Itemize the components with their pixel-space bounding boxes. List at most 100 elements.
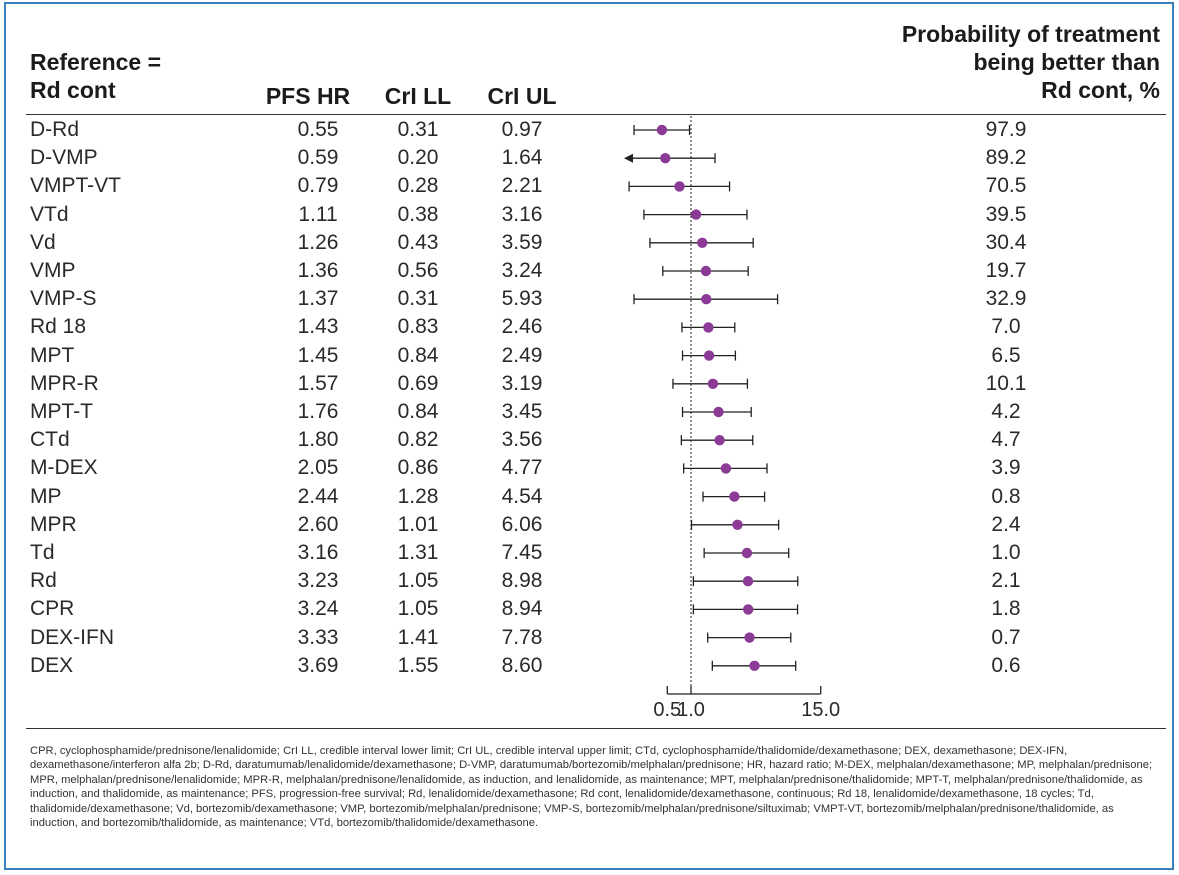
hr-point xyxy=(697,237,708,248)
cri-ll-value: 0.43 xyxy=(397,230,439,254)
cri-ul-value: 1.64 xyxy=(501,146,543,170)
table-row: VMP-S 1.37 0.31 5.93 32.9 xyxy=(6,285,1176,313)
pfs-hr-value: 1.80 xyxy=(297,428,339,452)
probability-header-line2: being better than xyxy=(973,49,1160,75)
table-row: Rd 3.23 1.05 8.98 2.1 xyxy=(6,567,1176,595)
cri-ul-header: CrI UL xyxy=(487,83,557,109)
pfs-hr-value: 3.33 xyxy=(297,625,339,649)
table-row: CPR 3.24 1.05 8.94 1.8 xyxy=(6,595,1176,623)
treatment-name: DEX-IFN xyxy=(30,625,114,649)
cri-ll-value: 1.01 xyxy=(397,512,439,536)
probability-value: 1.8 xyxy=(991,597,1021,621)
hr-point xyxy=(742,576,754,587)
pfs-hr-value: 1.36 xyxy=(297,259,339,282)
ci-arrow-left xyxy=(624,153,633,163)
treatment-name: VMP-S xyxy=(30,287,97,311)
cri-ul-value: 3.16 xyxy=(501,202,543,226)
treatment-name: CTd xyxy=(30,428,70,452)
cri-ll-value: 0.56 xyxy=(397,259,439,282)
treatment-name: Vd xyxy=(30,230,56,254)
table-row: MPR 2.60 1.01 6.06 2.4 xyxy=(6,511,1176,539)
abbreviations-footnote: CPR, cyclophosphamide/prednisone/lenalid… xyxy=(30,745,1153,830)
treatment-name: MP xyxy=(30,484,62,508)
pfs-hr-value: 0.55 xyxy=(297,118,339,141)
treatment-name: D-Rd xyxy=(30,118,80,141)
treatment-name: VMP xyxy=(30,259,76,282)
cri-ll-value: 1.55 xyxy=(397,653,439,677)
cri-ul-value: 7.45 xyxy=(501,541,543,564)
table-row: VTd 1.11 0.38 3.16 39.5 xyxy=(6,201,1176,229)
probability-value: 7.0 xyxy=(991,315,1021,339)
reference-header-line2: Rd cont xyxy=(30,77,116,103)
probability-value: 1.0 xyxy=(991,541,1021,564)
pfs-hr-value: 3.16 xyxy=(297,541,339,564)
probability-header-line1: Probability of treatment xyxy=(901,21,1160,47)
pfs-hr-value: 2.05 xyxy=(297,456,339,480)
cri-ul-value: 5.93 xyxy=(501,287,543,311)
table-row: MPR-R 1.57 0.69 3.19 10.1 xyxy=(6,370,1176,398)
cri-ul-value: 3.19 xyxy=(501,371,543,395)
forest-plot: 0.51.0 15.0 xyxy=(624,116,840,721)
figure-frame: Reference = Rd cont PFS HR CrI LL CrI UL… xyxy=(4,2,1174,870)
hr-point xyxy=(707,378,719,389)
header-divider xyxy=(26,114,1166,115)
treatment-name: Rd xyxy=(30,569,57,593)
cri-ul-value: 3.24 xyxy=(501,259,543,282)
cri-ll-value: 1.05 xyxy=(397,569,439,593)
cri-ll-value: 0.83 xyxy=(397,315,439,339)
probability-value: 10.1 xyxy=(985,371,1027,395)
table-row: DEX-IFN 3.33 1.41 7.78 0.7 xyxy=(6,624,1176,652)
probability-value: 97.9 xyxy=(985,118,1027,141)
treatment-name: Td xyxy=(30,541,55,564)
probability-value: 30.4 xyxy=(985,230,1027,254)
hr-point xyxy=(703,322,714,333)
reference-header-line1: Reference = xyxy=(30,49,162,75)
pfs-hr-value: 0.79 xyxy=(297,174,339,198)
cri-ll-value: 0.38 xyxy=(397,202,439,226)
cri-ul-value: 4.54 xyxy=(501,484,543,508)
treatment-name: VMPT-VT xyxy=(30,174,122,198)
cri-ll-value: 0.31 xyxy=(397,118,439,141)
hr-point xyxy=(749,660,760,671)
cri-ul-value: 3.45 xyxy=(501,400,543,423)
hr-point xyxy=(729,491,740,502)
pfs-hr-value: 3.23 xyxy=(297,569,339,593)
treatment-name: D-VMP xyxy=(30,146,98,170)
cri-ll-value: 0.86 xyxy=(397,456,439,480)
pfs-hr-value: 1.45 xyxy=(297,343,339,367)
cri-ul-value: 4.77 xyxy=(501,456,543,480)
cri-ul-value: 8.98 xyxy=(501,569,543,593)
table-row: D-Rd 0.55 0.31 0.97 97.9 xyxy=(6,116,1176,144)
hr-point xyxy=(732,519,743,530)
hr-point xyxy=(690,209,702,220)
hr-point xyxy=(741,547,753,559)
probability-value: 4.7 xyxy=(991,428,1021,452)
hr-point xyxy=(700,265,712,277)
table-row: DEX 3.69 1.55 8.60 0.6 xyxy=(6,652,1176,680)
pfs-hr-header: PFS HR xyxy=(265,83,351,109)
table-row: MP 2.44 1.28 4.54 0.8 xyxy=(6,483,1176,511)
pfs-hr-value: 1.43 xyxy=(297,315,339,339)
treatment-name: M-DEX xyxy=(30,456,98,480)
treatment-name: MPR xyxy=(30,512,77,536)
cri-ll-value: 0.84 xyxy=(397,400,439,423)
probability-value: 0.8 xyxy=(991,484,1021,508)
cri-ll-value: 0.20 xyxy=(397,146,439,170)
probability-value: 2.1 xyxy=(991,569,1021,593)
x-tick-label: 1.0 xyxy=(677,699,705,721)
pfs-hr-value: 1.37 xyxy=(297,287,339,311)
cri-ll-value: 1.31 xyxy=(397,541,439,564)
cri-ll-value: 1.05 xyxy=(397,597,439,621)
hr-point xyxy=(713,406,724,418)
probability-value: 19.7 xyxy=(985,259,1027,282)
cri-ll-value: 0.31 xyxy=(397,287,439,311)
hr-point xyxy=(714,435,725,446)
cri-ll-header: CrI LL xyxy=(384,83,452,109)
pfs-hr-value: 1.11 xyxy=(298,202,338,226)
reference-header: Reference = Rd cont xyxy=(30,48,230,104)
hr-point xyxy=(703,350,715,361)
hr-point xyxy=(674,181,685,192)
cri-ul-value: 2.46 xyxy=(501,315,543,339)
probability-value: 39.5 xyxy=(985,202,1027,226)
hr-point xyxy=(701,294,712,305)
